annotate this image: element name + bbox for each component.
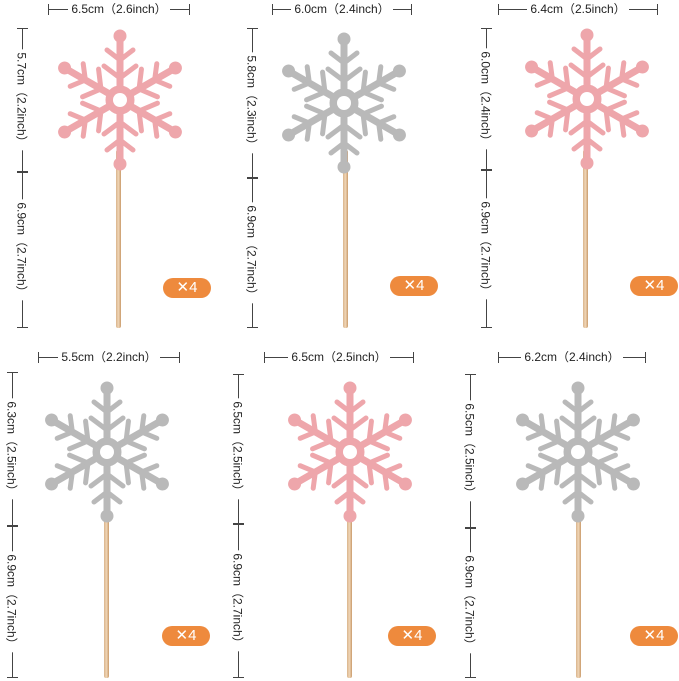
quantity-badge: ✕4 (630, 276, 678, 296)
width-dimension: 6.0cm（2.4inch） (272, 2, 412, 16)
toothpick (116, 150, 121, 328)
topper-card: 6.0cm（2.4inch） 5.8cm（2.3inch） 6.9cm（2.7i… (226, 0, 452, 340)
stick-length-dimension: 6.9cm（2.7inch） (230, 524, 246, 678)
width-label: 6.2cm（2.4inch） (521, 350, 623, 364)
stick-length-label: 6.9cm（2.7inch） (244, 202, 259, 304)
topper-card: 5.5cm（2.2inch） 6.3cm（2.5inch） 6.9cm（2.7i… (0, 340, 226, 680)
snowflake-icon (272, 374, 428, 530)
toothpick (576, 510, 581, 678)
quantity-badge: ✕4 (162, 626, 210, 646)
quantity-badge: ✕4 (630, 626, 678, 646)
toothpick (583, 150, 588, 328)
toothpick (343, 150, 348, 328)
head-height-dimension: 6.3cm（2.5inch） (4, 372, 20, 526)
head-height-label: 5.8cm（2.3inch） (244, 52, 259, 154)
stick-length-dimension: 6.9cm（2.7inch） (462, 528, 478, 678)
snowflake-icon (508, 25, 666, 173)
head-height-label: 6.5cm（2.5inch） (230, 398, 245, 500)
toothpick (104, 510, 109, 678)
width-dimension: 6.4cm（2.5inch） (498, 2, 658, 16)
head-height-label: 6.3cm（2.5inch） (4, 398, 19, 500)
width-dimension: 6.2cm（2.4inch） (498, 350, 646, 364)
snowflake-icon (40, 374, 174, 530)
quantity-badge: ✕4 (163, 278, 211, 298)
stick-length-dimension: 6.9cm（2.7inch） (4, 526, 20, 678)
stick-length-dimension: 6.9cm（2.7inch） (244, 178, 260, 328)
topper-card: 6.5cm（2.6inch） 5.7cm（2.2inch） 6.9cm（2.7i… (0, 0, 226, 340)
width-label: 5.5cm（2.2inch） (58, 350, 160, 364)
head-height-label: 5.7cm（2.2inch） (14, 49, 29, 151)
quantity-badge: ✕4 (388, 626, 436, 646)
snowflake-icon (274, 25, 414, 180)
stick-length-dimension: 6.9cm（2.7inch） (478, 170, 494, 328)
width-label: 6.0cm（2.4inch） (291, 2, 393, 16)
quantity-badge: ✕4 (390, 276, 438, 296)
topper-card: 6.5cm（2.5inch） 6.5cm（2.5inch） 6.9cm（2.7i… (226, 340, 452, 680)
stick-length-label: 6.9cm（2.7inch） (478, 198, 493, 300)
stick-length-dimension: 6.9cm（2.7inch） (14, 172, 30, 328)
head-height-dimension: 6.0cm（2.4inch） (478, 28, 494, 170)
head-height-dimension: 6.5cm（2.5inch） (230, 374, 246, 524)
head-height-dimension: 5.7cm（2.2inch） (14, 28, 30, 172)
width-label: 6.5cm（2.6inch） (68, 2, 170, 16)
head-height-dimension: 6.5cm（2.5inch） (462, 374, 478, 528)
head-height-label: 6.0cm（2.4inch） (478, 48, 493, 150)
snowflake-icon (504, 374, 652, 530)
width-label: 6.4cm（2.5inch） (527, 2, 629, 16)
topper-card: 6.2cm（2.4inch） 6.5cm（2.5inch） 6.9cm（2.7i… (452, 340, 678, 680)
width-dimension: 6.5cm（2.6inch） (48, 2, 190, 16)
head-height-label: 6.5cm（2.5inch） (462, 400, 477, 502)
topper-card: 6.4cm（2.5inch） 6.0cm（2.4inch） 6.9cm（2.7i… (452, 0, 678, 340)
stick-length-label: 6.9cm（2.7inch） (462, 552, 477, 654)
width-dimension: 6.5cm（2.5inch） (264, 350, 414, 364)
width-label: 6.5cm（2.5inch） (288, 350, 390, 364)
stick-length-label: 6.9cm（2.7inch） (14, 199, 29, 301)
toothpick (347, 510, 352, 678)
stick-length-label: 6.9cm（2.7inch） (230, 550, 245, 652)
snowflake-icon (50, 25, 190, 175)
stick-length-label: 6.9cm（2.7inch） (4, 551, 19, 653)
head-height-dimension: 5.8cm（2.3inch） (244, 28, 260, 178)
width-dimension: 5.5cm（2.2inch） (38, 350, 180, 364)
